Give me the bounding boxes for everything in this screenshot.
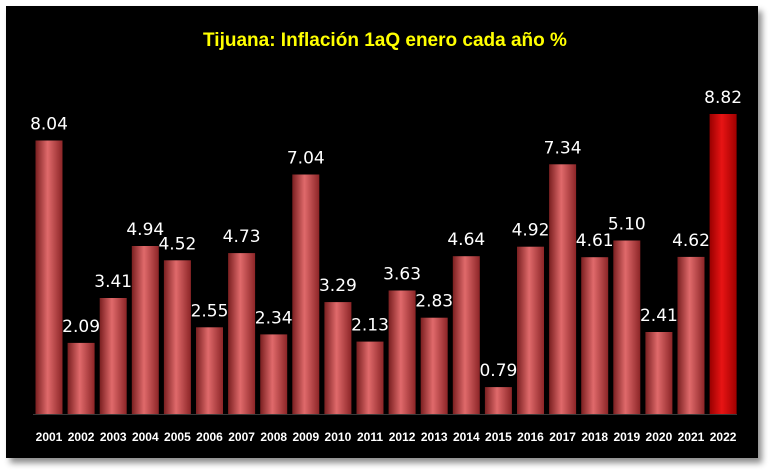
x-tick-2021: 2021 [678,430,705,444]
value-label-2002: 2.09 [62,317,100,337]
bar-2002 [67,342,95,414]
value-label-2008: 2.34 [255,308,293,328]
x-tick-2022: 2022 [710,430,737,444]
x-tick-2003: 2003 [100,430,127,444]
value-label-2016: 4.92 [512,221,550,241]
bar-2004 [131,246,159,414]
bar-2021 [677,256,705,414]
value-label-2010: 3.29 [319,276,357,296]
value-label-2006: 2.55 [191,301,229,321]
x-tick-2008: 2008 [260,430,287,444]
x-tick-2014: 2014 [453,430,480,444]
x-tick-2013: 2013 [421,430,448,444]
value-label-2017: 7.34 [544,138,582,158]
bar-2012 [388,290,416,414]
bar-2014 [452,256,480,414]
bar-2001 [35,140,63,414]
value-label-2001: 8.04 [30,115,68,135]
x-tick-2012: 2012 [389,430,416,444]
x-tick-2011: 2011 [357,430,383,444]
bar-2016 [517,246,544,414]
bar-2017 [549,164,577,414]
x-tick-2001: 2001 [36,430,63,444]
bar-2022 [709,114,737,414]
bar-2003 [99,298,127,414]
value-label-2004: 4.94 [126,220,164,240]
x-tick-2005: 2005 [164,430,191,444]
value-label-2007: 4.73 [223,227,261,247]
value-label-2013: 2.83 [415,292,453,312]
bar-2020 [645,332,673,414]
value-label-2019: 5.10 [608,215,646,235]
x-tick-2015: 2015 [485,430,512,444]
x-tick-2006: 2006 [196,430,223,444]
chart-title: Tijuana: Inflación 1aQ enero cada año % [203,30,567,51]
x-tick-2002: 2002 [68,430,95,444]
x-tick-2007: 2007 [228,430,255,444]
bar-2015 [484,387,512,414]
value-label-2014: 4.64 [447,230,485,250]
bar-2011 [356,341,384,414]
bar-2007 [228,253,256,414]
bar-2018 [581,257,609,414]
value-label-2018: 4.61 [576,231,614,251]
x-tick-2017: 2017 [549,430,576,444]
x-tick-2020: 2020 [646,430,673,444]
value-label-2020: 2.41 [640,306,678,326]
value-label-2003: 3.41 [94,272,132,292]
bar-2005 [163,260,191,414]
value-label-2015: 0.79 [479,361,517,381]
value-label-2022: 8.82 [704,88,742,108]
bar-2010 [324,302,352,414]
value-label-2005: 4.52 [158,234,196,254]
value-label-2021: 4.62 [672,231,710,251]
bar-2008 [260,334,288,414]
x-tick-2010: 2010 [325,430,352,444]
x-tick-2009: 2009 [292,430,319,444]
value-label-2011: 2.13 [351,316,389,336]
bar-2009 [292,174,320,414]
x-tick-2016: 2016 [517,430,544,444]
bar-2019 [613,240,641,414]
x-tick-2019: 2019 [613,430,640,444]
x-tick-2004: 2004 [132,430,159,444]
value-label-2009: 7.04 [287,149,325,169]
x-tick-2018: 2018 [581,430,608,444]
bar-2006 [196,327,223,414]
value-label-2012: 3.63 [383,265,421,285]
bar-2013 [420,317,448,414]
